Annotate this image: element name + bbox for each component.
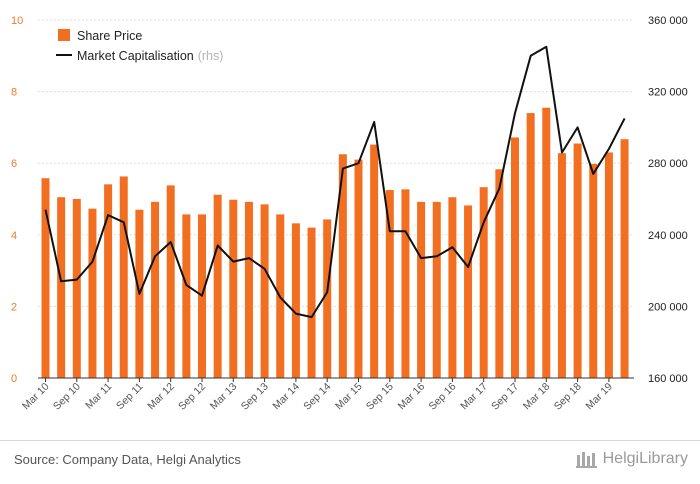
x-tick-label: Sep 15 (364, 381, 396, 413)
share-price-bar (72, 199, 81, 378)
share-price-bar (354, 159, 363, 378)
chart: Mar 10 Sep 10 Mar 11 Sep 11 Mar 12 Sep 12 Mar … (11, 15, 688, 413)
x-tick-label: Sep 12 (176, 381, 208, 413)
x-tick-label: Sep 17 (489, 381, 521, 413)
share-price-bar (432, 201, 441, 378)
share-price-bar (57, 197, 66, 378)
left-axis-tick-label: 4 (11, 230, 17, 242)
share-price-bar (542, 107, 551, 379)
x-tick-label: Sep 13 (239, 381, 271, 413)
x-tick-label: Mar 14 (270, 381, 302, 413)
share-price-bar (526, 113, 535, 378)
x-tick-label: Sep 16 (427, 381, 459, 413)
left-axis-tick-label: 0 (11, 373, 17, 385)
share-price-bar (557, 153, 566, 378)
right-axis-tick-label: 360 000 (648, 15, 688, 27)
brand-name: HelgiLibrary (602, 450, 688, 467)
share-price-bar (479, 187, 488, 378)
x-tick-label: Mar 15 (333, 381, 365, 413)
share-price-bar (260, 204, 269, 378)
legend-market-cap-name: Market Capitalisation (77, 49, 194, 63)
share-price-bar (448, 197, 457, 378)
left-axis-tick-label: 10 (11, 15, 23, 27)
share-price-bar (166, 185, 175, 378)
x-axis-ticks: Mar 10 Sep 10 Mar 11 Sep 11 Mar 12 Sep 12 Mar … (20, 378, 615, 413)
share-price-bar (573, 143, 582, 378)
share-price-bar (385, 190, 394, 378)
right-axis-tick-label: 160 000 (648, 373, 688, 385)
x-tick-label: Mar 12 (145, 381, 177, 413)
share-price-bar (213, 194, 222, 378)
legend-share-price-swatch (58, 29, 70, 41)
right-axis-tick-label: 240 000 (648, 230, 688, 242)
source-note: Source: Company Data, Helgi Analytics (14, 452, 241, 467)
share-price-bars (41, 107, 629, 379)
share-price-bar (604, 152, 613, 378)
share-price-bar (589, 163, 598, 378)
left-axis-tick-label: 8 (11, 87, 17, 99)
share-price-bar (41, 178, 50, 378)
right-axis: 160 000 200 000 240 000 280 000 320 000 360 0… (648, 15, 688, 385)
left-axis: 0 2 4 6 8 10 (11, 15, 23, 385)
x-tick-label: Sep 14 (301, 381, 333, 413)
left-axis-tick-label: 2 (11, 301, 17, 313)
share-price-bar (495, 169, 504, 378)
share-price-bar (620, 139, 629, 378)
share-price-bar (464, 205, 473, 378)
share-price-bar (401, 189, 410, 378)
x-tick-label: Sep 11 (114, 381, 146, 413)
share-price-bar (307, 227, 316, 378)
legend-share-price-label: Share Price (77, 29, 142, 43)
x-tick-label: Mar 18 (521, 381, 553, 413)
footer: Source: Company Data, Helgi Analytics He… (0, 440, 700, 484)
legend: Share Price Market Capitalisation (rhs) (56, 29, 223, 63)
right-axis-tick-label: 320 000 (648, 87, 688, 99)
grid-lines (38, 19, 634, 307)
share-price-bar (88, 208, 97, 378)
legend-market-cap-suffix: (rhs) (198, 49, 224, 63)
x-tick-label: Mar 10 (20, 381, 52, 413)
x-tick-label: Mar 13 (208, 381, 240, 413)
share-price-bar (511, 137, 519, 378)
share-price-bar (323, 219, 332, 378)
right-axis-tick-label: 200 000 (648, 301, 688, 313)
x-tick-label: Sep 10 (51, 381, 83, 413)
share-price-bar (417, 201, 426, 378)
share-price-bar (151, 201, 160, 378)
right-axis-tick-label: 280 000 (648, 158, 688, 170)
brand-logo[interactable]: HelgiLibrary (575, 450, 688, 468)
share-price-bar (182, 214, 191, 378)
share-price-bar (244, 201, 253, 378)
share-price-bar (370, 144, 379, 378)
x-tick-label: Mar 19 (583, 381, 615, 413)
x-tick-label: Mar 16 (396, 381, 428, 413)
left-axis-tick-label: 6 (11, 158, 17, 170)
share-price-bar (119, 176, 128, 378)
x-tick-label: Sep 18 (552, 381, 584, 413)
x-tick-label: Mar 17 (458, 381, 490, 413)
share-price-bar (104, 184, 113, 378)
share-price-bar (229, 199, 238, 378)
share-price-bar (291, 223, 300, 378)
x-tick-label: Mar 11 (83, 381, 114, 412)
market-cap-line (44, 45, 626, 319)
share-price-bar (338, 154, 347, 378)
legend-market-cap-label: Market Capitalisation (rhs) (77, 49, 223, 63)
library-icon (575, 452, 597, 468)
